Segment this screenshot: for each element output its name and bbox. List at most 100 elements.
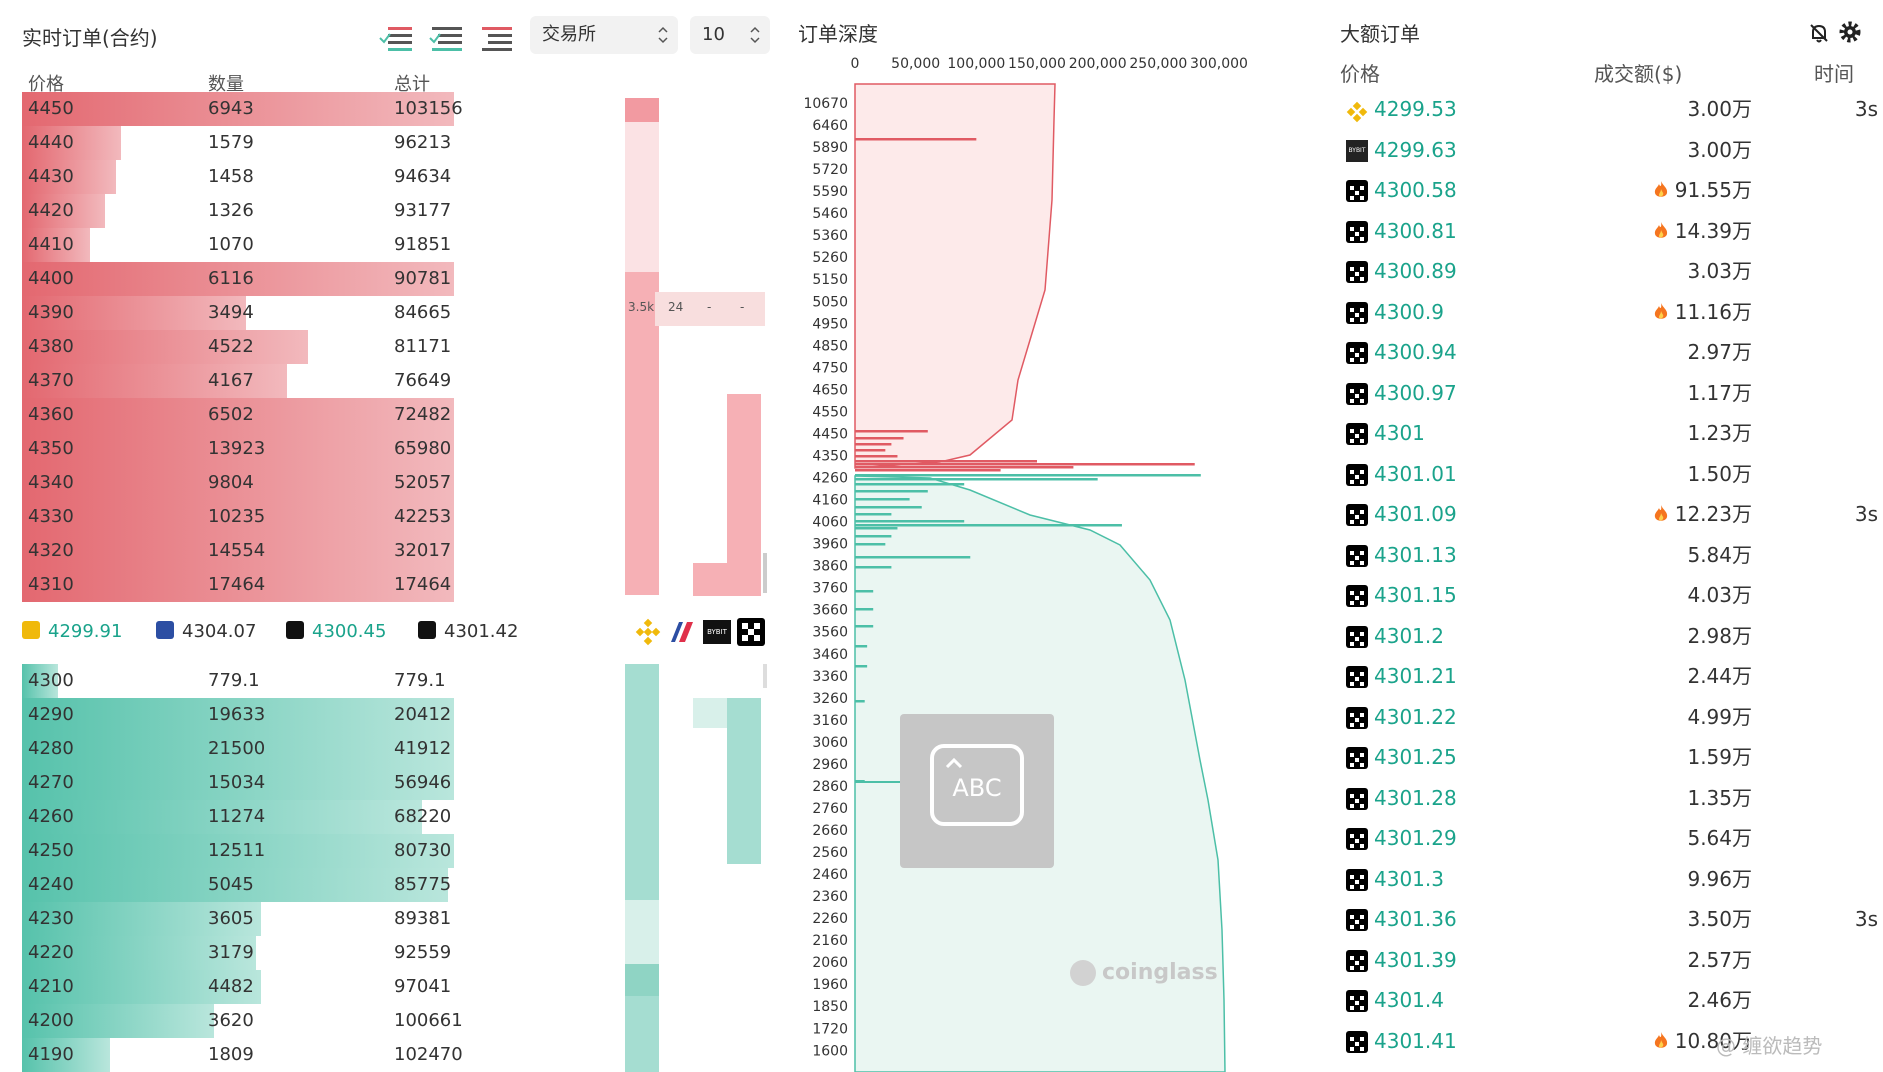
row-total: 779.1 xyxy=(394,670,446,691)
orderbook-row[interactable]: 4200 3620 100661 xyxy=(22,1004,542,1038)
orderbook-row[interactable]: 4190 1809 102470 xyxy=(22,1038,542,1072)
okx-icon xyxy=(1346,868,1368,891)
orderbook-row[interactable]: 4290 19633 20412 xyxy=(22,698,542,732)
orderbook-row[interactable]: 4260 11274 68220 xyxy=(22,800,542,834)
large-order-amount-value: 2.46万 xyxy=(1687,988,1752,1012)
large-order-amount-value: 14.39万 xyxy=(1674,218,1752,243)
view-bids-icon[interactable] xyxy=(428,24,464,52)
large-order-row[interactable]: 4301.01 1.50万 xyxy=(1342,457,1862,491)
orderbook-row[interactable]: 4280 21500 41912 xyxy=(22,732,542,766)
large-order-row[interactable]: 4301.13 5.84万 xyxy=(1342,538,1862,572)
ask-depth-bar xyxy=(855,449,886,452)
orderbook-row[interactable]: 4420 1326 93177 xyxy=(22,194,542,228)
orderbook-row[interactable]: 4440 1579 96213 xyxy=(22,126,542,160)
large-order-row[interactable]: 4301.36 3.50万 3s xyxy=(1342,902,1878,936)
large-order-row[interactable]: 4301.39 2.57万 xyxy=(1342,943,1862,977)
large-order-row[interactable]: 4301.4 2.46万 xyxy=(1342,983,1862,1017)
row-total: 103156 xyxy=(394,98,463,119)
large-order-row[interactable]: 4301.3 9.96万 xyxy=(1342,862,1862,896)
view-both-icon[interactable] xyxy=(378,24,414,52)
scrollbar-thumb[interactable] xyxy=(763,664,767,688)
orderbook-row[interactable]: 4300 779.1 779.1 xyxy=(22,664,542,698)
orderbook-row[interactable]: 4220 3179 92559 xyxy=(22,936,542,970)
large-order-row[interactable]: 4299.53 3.00万 3s xyxy=(1342,92,1878,126)
orderbook-row[interactable]: 4270 15034 56946 xyxy=(22,766,542,800)
bybit-icon[interactable]: BYBIT xyxy=(703,620,731,644)
exchange-select[interactable]: 交易所 xyxy=(530,16,678,54)
y-tick-label: 2760 xyxy=(812,801,848,817)
large-order-row[interactable]: 4301.21 2.44万 xyxy=(1342,659,1862,693)
bitmex-icon[interactable] xyxy=(668,620,696,644)
row-price: 4230 xyxy=(28,908,74,929)
large-order-row[interactable]: 4300.94 2.97万 xyxy=(1342,335,1862,369)
bid-depth-bar xyxy=(855,645,868,648)
orderbook-row[interactable]: 4430 1458 94634 xyxy=(22,160,542,194)
large-order-row[interactable]: 4300.89 3.03万 xyxy=(1342,254,1862,288)
depth-bar xyxy=(22,92,454,126)
binance-icon[interactable] xyxy=(634,618,662,646)
large-order-row[interactable]: 4300.81 14.39万 xyxy=(1342,214,1862,248)
large-order-row[interactable]: 4301.29 5.64万 xyxy=(1342,821,1862,855)
large-order-amount-value: 9.96万 xyxy=(1687,866,1752,891)
exchange-price[interactable]: 4300.45 xyxy=(286,618,386,646)
row-total: 80730 xyxy=(394,840,452,861)
large-order-row[interactable]: 4301.25 1.59万 xyxy=(1342,740,1862,774)
col-qty: 数量 xyxy=(208,74,244,95)
row-qty: 1070 xyxy=(208,234,254,255)
large-order-row[interactable]: BYBIT 4299.63 3.00万 xyxy=(1342,133,1862,167)
y-tick-label: 10670 xyxy=(803,96,848,112)
exchange-price[interactable]: 4301.42 xyxy=(418,618,518,646)
large-order-price: 4301.13 xyxy=(1374,542,1457,567)
depth-bar xyxy=(22,364,288,398)
large-order-row[interactable]: 4300.97 1.17万 xyxy=(1342,376,1862,410)
large-order-amount: 10.80万 xyxy=(1653,1024,1752,1058)
okx-icon[interactable] xyxy=(737,618,765,646)
large-order-row[interactable]: 4301.28 1.35万 xyxy=(1342,781,1862,815)
large-order-row[interactable]: 4301.09 12.23万 3s xyxy=(1342,497,1878,531)
orderbook-row[interactable]: 4240 5045 85775 xyxy=(22,868,542,902)
large-order-time: 3s xyxy=(1854,907,1878,931)
orderbook-row[interactable]: 4230 3605 89381 xyxy=(22,902,542,936)
depth-select[interactable]: 10 xyxy=(690,16,770,54)
large-order-row[interactable]: 4300.9 11.16万 xyxy=(1342,295,1862,329)
gear-icon[interactable] xyxy=(1838,20,1862,44)
orderbook-row[interactable]: 4380 4522 81171 xyxy=(22,330,542,364)
orderbook-row[interactable]: 4410 1070 91851 xyxy=(22,228,542,262)
bid-depth-bar xyxy=(855,556,971,559)
exchange-price[interactable]: 4304.07 xyxy=(156,618,256,646)
keyboard-overlay[interactable]: ABC xyxy=(900,714,1054,868)
large-order-amount: 91.55万 xyxy=(1653,173,1752,207)
large-order-row[interactable]: 4301.15 4.03万 xyxy=(1342,578,1862,612)
exchange-price[interactable]: 4299.91 xyxy=(22,618,122,646)
orderbook-row[interactable]: 4350 13923 65980 xyxy=(22,432,542,466)
large-order-row[interactable]: 4301.41 10.80万 xyxy=(1342,1024,1862,1058)
scrollbar-thumb[interactable] xyxy=(763,553,767,593)
large-order-row[interactable]: 4301.22 4.99万 xyxy=(1342,700,1862,734)
large-order-price: 4301.41 xyxy=(1374,1028,1457,1053)
exchange-price-value: 4301.42 xyxy=(444,621,519,642)
orderbook-row[interactable]: 4330 10235 42253 xyxy=(22,500,542,534)
orderbook-row[interactable]: 4320 14554 32017 xyxy=(22,534,542,568)
orderbook-row[interactable]: 4340 9804 52057 xyxy=(22,466,542,500)
orderbook-row[interactable]: 4360 6502 72482 xyxy=(22,398,542,432)
depth-bar xyxy=(22,228,90,262)
row-price: 4350 xyxy=(28,438,74,459)
orderbook-row[interactable]: 4370 4167 76649 xyxy=(22,364,542,398)
view-asks-icon[interactable] xyxy=(478,24,514,52)
orderbook-row[interactable]: 4310 17464 17464 xyxy=(22,568,542,602)
row-price: 4340 xyxy=(28,472,74,493)
orderbook-row[interactable]: 4390 3494 84665 xyxy=(22,296,542,330)
orderbook-row[interactable]: 4400 6116 90781 xyxy=(22,262,542,296)
exchange-price-value: 4300.45 xyxy=(312,621,387,642)
large-order-amount-value: 5.84万 xyxy=(1687,542,1752,567)
large-order-row[interactable]: 4301 1.23万 xyxy=(1342,416,1862,450)
bid-depth-bar xyxy=(855,483,965,486)
orderbook-row[interactable]: 4250 12511 80730 xyxy=(22,834,542,868)
bell-off-icon[interactable] xyxy=(1808,22,1830,44)
orderbook-row[interactable]: 4210 4482 97041 xyxy=(22,970,542,1004)
large-order-row[interactable]: 4300.58 91.55万 xyxy=(1342,173,1862,207)
orderbook-row[interactable]: 4450 6943 103156 xyxy=(22,92,542,126)
large-order-amount-value: 2.97万 xyxy=(1687,340,1752,364)
y-tick-label: 3660 xyxy=(812,603,848,619)
large-order-row[interactable]: 4301.2 2.98万 xyxy=(1342,619,1862,653)
